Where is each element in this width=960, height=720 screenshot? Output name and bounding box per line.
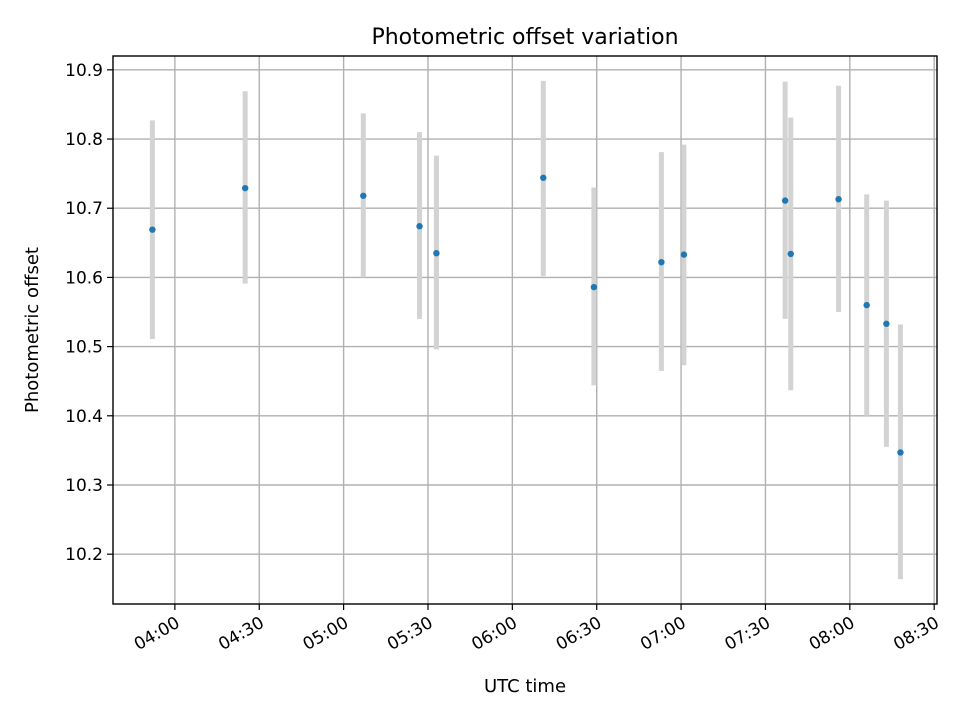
data-point: [433, 249, 440, 257]
x-axis-label: UTC time: [484, 676, 566, 697]
y-tick-label: 10.5: [65, 338, 103, 358]
y-tick-label: 10.3: [65, 476, 103, 496]
data-point: [863, 301, 870, 309]
grid-lines: [113, 56, 937, 604]
data-point: [590, 283, 598, 291]
y-axis-label: Photometric offset: [22, 247, 43, 413]
x-tick-label: 08:30: [890, 613, 942, 655]
y-tick-label: 10.6: [65, 268, 103, 288]
data-point: [241, 184, 249, 192]
y-axis-ticks: 10.2 10.3 10.4 10.5 10.6 10.7 10.8 10.9: [65, 61, 113, 565]
data-point: [835, 196, 842, 203]
x-tick-label: 04:30: [215, 613, 267, 655]
data-point: [149, 226, 156, 233]
x-tick-label: 06:00: [468, 613, 520, 655]
x-tick-label: 05:30: [384, 613, 436, 655]
y-tick-label: 10.2: [65, 545, 103, 565]
data-point: [897, 449, 904, 456]
data-point: [787, 250, 794, 258]
x-tick-label: 05:00: [300, 613, 352, 655]
data-point: [883, 320, 890, 327]
data-point: [360, 192, 367, 199]
chart-title: Photometric offset variation: [371, 25, 678, 50]
error-bars: [149, 80, 903, 580]
x-axis-ticks: 04:00 04:30 05:00 05:30 06:00 06:30 07:00 07:30…: [131, 604, 943, 655]
data-points: [149, 174, 904, 456]
x-tick-label: 08:00: [806, 613, 858, 655]
x-tick-label: 07:30: [722, 613, 774, 655]
data-point: [781, 197, 789, 204]
data-point: [680, 251, 688, 258]
x-tick-label: 06:30: [553, 613, 605, 655]
y-tick-label: 10.4: [65, 407, 103, 427]
y-tick-label: 10.8: [65, 130, 103, 150]
x-tick-label: 04:00: [131, 613, 183, 655]
y-tick-label: 10.7: [65, 199, 103, 219]
y-tick-label: 10.9: [65, 61, 103, 81]
plot-frame: [112, 55, 938, 605]
data-point: [540, 174, 547, 181]
x-tick-label: 07:00: [637, 613, 689, 655]
data-point: [416, 223, 423, 230]
data-point: [658, 258, 665, 266]
